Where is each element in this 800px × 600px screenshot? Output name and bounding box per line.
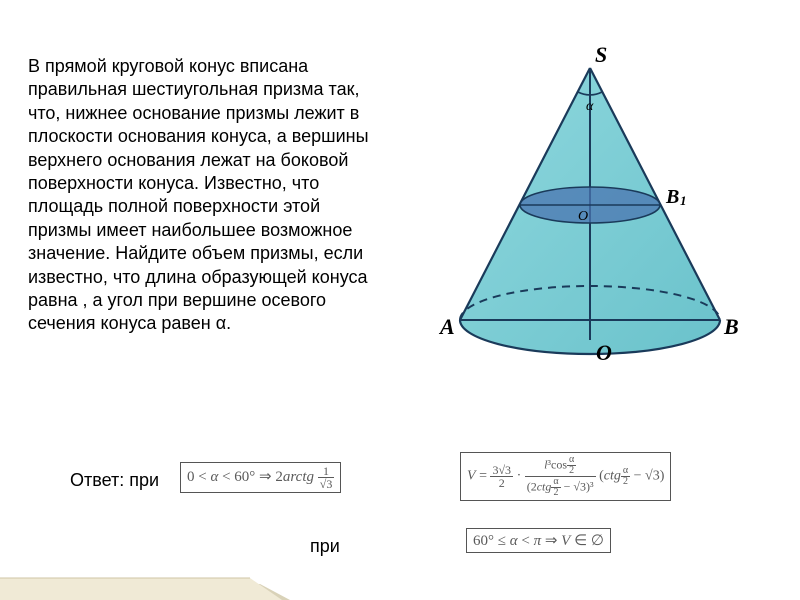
row2-label: при: [310, 536, 340, 557]
answer-label: Ответ: при: [70, 470, 159, 491]
corner-accent: [0, 570, 290, 600]
problem-text: В прямой круговой конус вписана правильн…: [28, 55, 388, 336]
label-alpha: α: [586, 99, 594, 114]
formula-volume: V = 3√32 · l³cosα2 (2ctgα2 − √3)³ (ctgα2…: [460, 452, 671, 501]
formula-range: 0 < α < 60° ⇒ 2arctg 1√3: [180, 462, 341, 493]
label-a: A: [438, 314, 455, 339]
label-b1: B: [665, 186, 679, 208]
cone-diagram: S A B O B 1 α O: [400, 40, 780, 380]
label-b: B: [723, 314, 739, 339]
label-apex: S: [595, 42, 607, 67]
label-o: O: [596, 340, 612, 365]
formula-empty: 60° ≤ α < π ⇒ V ∈ ∅: [466, 528, 611, 553]
label-o1: O: [578, 209, 588, 224]
label-b1-sub: 1: [680, 193, 687, 208]
answer-row: Ответ: при 0 < α < 60° ⇒ 2arctg 1√3 V = …: [0, 440, 800, 520]
